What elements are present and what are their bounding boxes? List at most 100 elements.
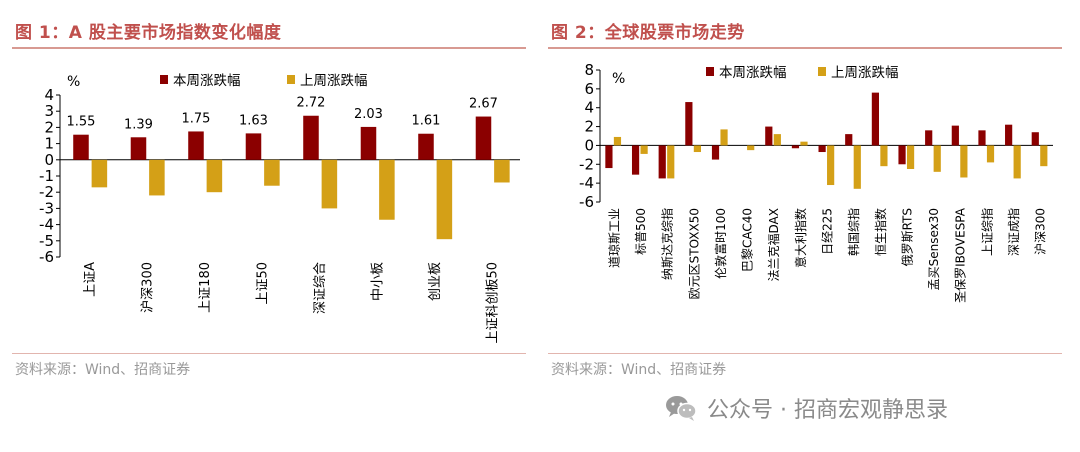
fig2-category-label: 恒生指数 bbox=[873, 208, 888, 256]
fig2-y-tick-label: 8 bbox=[584, 61, 594, 79]
fig2-category-label: 欧元区STOXX50 bbox=[687, 208, 701, 299]
fig2-legend-label: 本周涨跌幅 bbox=[719, 65, 787, 81]
fig2-category-label: 圣保罗IBOVESPA bbox=[954, 207, 968, 303]
fig2-bar-last-week bbox=[613, 136, 622, 146]
figure2-bottom-rule bbox=[548, 353, 1062, 354]
fig2-legend-label: 上周涨跌幅 bbox=[831, 65, 899, 81]
fig2-bar-last-week bbox=[693, 145, 701, 153]
fig2-category-label: 深证成指 bbox=[1006, 208, 1021, 256]
fig2-category-label: 韩国综指 bbox=[846, 208, 861, 256]
fig2-bar-last-week bbox=[880, 145, 888, 167]
fig1-bar-last-week bbox=[436, 159, 453, 240]
fig1-data-label: 1.55 bbox=[67, 115, 96, 130]
fig2-category-label: 巴黎CAC40 bbox=[741, 208, 755, 272]
fig2-bar-last-week bbox=[906, 145, 915, 169]
fig1-bar-this-week bbox=[303, 115, 319, 160]
fig2-bar-last-week bbox=[1040, 145, 1048, 167]
fig1-y-tick-label: -4 bbox=[39, 216, 54, 234]
fig2-y-tick-label: 2 bbox=[584, 118, 594, 136]
fig2-bar-this-week bbox=[951, 125, 959, 146]
fig1-category-label: 创业板 bbox=[428, 262, 443, 301]
fig1-legend-label: 本周涨跌幅 bbox=[173, 73, 241, 89]
fig1-bar-this-week bbox=[73, 134, 89, 160]
fig2-category-label: 上证综指 bbox=[979, 208, 994, 256]
fig2-bar-last-week bbox=[667, 145, 675, 179]
fig2-y-tick-label: 0 bbox=[584, 136, 594, 154]
fig1-data-label: 1.61 bbox=[412, 114, 441, 129]
fig1-bar-this-week bbox=[130, 137, 147, 160]
fig2-bar-this-week bbox=[1005, 124, 1013, 146]
fig1-y-tick-label: -5 bbox=[39, 232, 54, 250]
fig2-y-unit-label: % bbox=[612, 71, 625, 87]
fig2-category-label: 纳斯达克综指 bbox=[660, 208, 675, 280]
fig2-bar-this-week bbox=[978, 130, 986, 146]
fig1-y-tick-label: 0 bbox=[44, 151, 54, 169]
watermark: 公众号 · 招商宏观静思录 bbox=[665, 392, 948, 424]
fig2-y-tick-label: -2 bbox=[579, 155, 594, 173]
figure1-title: 图 1：A 股主要市场指数变化幅度 bbox=[15, 23, 282, 43]
fig1-y-tick-label: -2 bbox=[39, 183, 54, 201]
fig1-data-label: 1.39 bbox=[124, 117, 153, 132]
fig1-bar-this-week bbox=[475, 116, 492, 160]
fig1-bar-last-week bbox=[149, 159, 165, 196]
fig1-y-unit-label: % bbox=[67, 74, 80, 90]
fig2-bar-this-week bbox=[631, 145, 640, 175]
fig2-bar-last-week bbox=[773, 134, 781, 146]
fig1-bar-this-week bbox=[418, 133, 434, 160]
figure2-source: 资料来源：Wind、招商证券 bbox=[551, 362, 727, 378]
figure1-top-rule bbox=[12, 47, 526, 49]
fig2-y-tick-label: 6 bbox=[584, 80, 594, 98]
fig2-bar-this-week bbox=[658, 145, 666, 179]
fig2-legend-swatch bbox=[706, 67, 714, 76]
fig1-y-tick-label: 1 bbox=[44, 135, 54, 153]
fig2-category-label: 标普500 bbox=[634, 208, 648, 255]
fig2-bar-this-week bbox=[818, 145, 826, 153]
fig1-category-label: 中小板 bbox=[370, 262, 385, 301]
fig1-bar-last-week bbox=[206, 159, 223, 193]
fig1-bar-this-week bbox=[188, 131, 204, 160]
fig2-category-label: 沪深300 bbox=[1034, 208, 1048, 255]
fig2-bar-last-week bbox=[640, 145, 648, 154]
fig1-category-label: 深证综合 bbox=[313, 262, 328, 314]
fig2-category-label: 孟买Sensex30 bbox=[927, 208, 941, 290]
watermark-text: 公众号 · 招商宏观静思录 bbox=[707, 398, 948, 423]
fig1-bar-last-week bbox=[494, 159, 510, 183]
fig1-legend-swatch bbox=[287, 75, 295, 84]
figure1-chart: -6 -5 -4 -3 -2 -1 0 1 2 3 4% 本周涨跌幅 上周涨跌幅 1.55 上证A 1.39 沪… bbox=[12, 50, 526, 350]
fig1-data-label: 2.03 bbox=[354, 107, 383, 122]
fig2-bar-this-week bbox=[1031, 132, 1039, 146]
fig1-category-label: 沪深300 bbox=[139, 262, 155, 313]
figure1-source: 资料来源：Wind、招商证券 bbox=[15, 362, 191, 378]
fig1-data-label: 1.75 bbox=[182, 111, 211, 126]
wechat-icon bbox=[666, 396, 697, 421]
fig2-bar-this-week bbox=[765, 126, 773, 146]
fig1-bar-last-week bbox=[91, 159, 108, 188]
fig2-bar-last-week bbox=[986, 145, 995, 163]
fig2-legend-swatch bbox=[818, 67, 826, 76]
fig2-bar-this-week bbox=[845, 134, 853, 146]
fig2-bar-last-week bbox=[1013, 145, 1021, 179]
fig1-legend-label: 上周涨跌幅 bbox=[300, 73, 368, 89]
fig2-bar-last-week bbox=[747, 145, 755, 151]
fig1-y-tick-label: 2 bbox=[44, 118, 54, 136]
fig2-y-tick-label: -6 bbox=[579, 193, 594, 211]
fig2-bar-this-week bbox=[871, 92, 879, 146]
fig1-category-label: 上证50 bbox=[255, 262, 270, 305]
fig1-y-tick-label: 4 bbox=[44, 86, 54, 104]
fig2-category-label: 日经225 bbox=[821, 208, 835, 255]
fig2-bar-this-week bbox=[711, 145, 720, 160]
fig1-y-tick-label: 3 bbox=[44, 102, 54, 120]
figure2-top-rule bbox=[548, 47, 1062, 49]
fig1-category-label: 上证A bbox=[83, 262, 98, 297]
fig2-y-tick-label: -4 bbox=[579, 174, 594, 192]
fig1-data-label: 2.67 bbox=[469, 97, 498, 112]
fig2-bar-last-week bbox=[720, 129, 728, 146]
fig1-bar-last-week bbox=[379, 159, 395, 220]
fig1-y-tick-label: -3 bbox=[39, 199, 54, 217]
fig1-legend-swatch bbox=[160, 75, 168, 84]
fig2-bar-last-week bbox=[800, 141, 808, 146]
fig2-bar-last-week bbox=[853, 145, 861, 189]
fig2-y-tick-label: 4 bbox=[584, 99, 594, 117]
fig2-category-label: 意大利指数 bbox=[793, 208, 808, 268]
